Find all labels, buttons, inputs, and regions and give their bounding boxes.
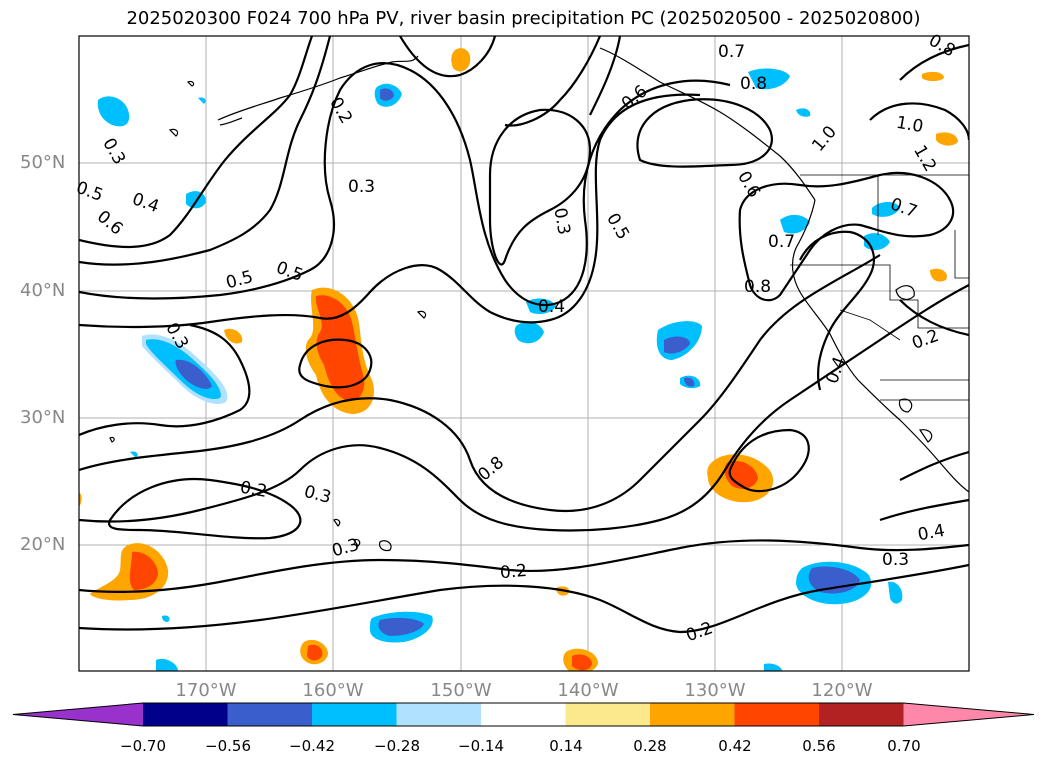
contour-label: 0.8 [740, 74, 767, 94]
pv-contours [79, 36, 969, 634]
contour-label: 0.3 [302, 482, 333, 508]
colorbar-segment [481, 703, 566, 726]
colorbar [12, 702, 1035, 727]
contour-label: 1.0 [808, 122, 841, 156]
contour-label: 0.2 [683, 618, 715, 646]
contour-label: 0.4 [538, 297, 565, 317]
cool-blob-152w-13n [370, 611, 433, 643]
contour-label: 0.7 [718, 42, 745, 62]
lon-label-140w: 140°W [557, 680, 619, 701]
colorbar-tick-label: −0.14 [458, 737, 504, 755]
contour-label: 1.2 [909, 142, 940, 175]
colorbar-tick-label: −0.42 [289, 737, 335, 755]
coastlines [109, 47, 969, 552]
contour-label: 0.4 [916, 521, 946, 545]
warm-blob-small [79, 48, 958, 671]
contour-label: 0.4 [129, 189, 161, 217]
lat-label-20n: 20°N [20, 534, 66, 555]
colorbar-segment [396, 703, 481, 726]
contour-label: 0.7 [888, 194, 920, 222]
lon-label-160w: 160°W [302, 680, 364, 701]
lon-label-150w: 150°W [430, 680, 492, 701]
contour-label: 0.8 [925, 30, 958, 61]
colorbar-tick-label: 0.42 [718, 737, 752, 755]
contour-label: 0.3 [882, 550, 909, 570]
contour-label: 0.8 [474, 453, 508, 486]
colorbar-tick-label: 0.56 [802, 737, 836, 755]
contour-label: 0.4 [822, 354, 850, 386]
contour-label: 0.3 [549, 206, 573, 236]
colorbar-segment [143, 703, 228, 726]
contour-label: 0.2 [499, 561, 528, 583]
borders [790, 174, 969, 401]
contour-label: 0.2 [238, 478, 268, 502]
colorbar-tick-label: 0.28 [633, 737, 667, 755]
lat-label-40n: 40°N [20, 280, 66, 301]
contour-label: 0.7 [768, 232, 795, 252]
contour-label: 0.3 [348, 177, 375, 197]
plot-frame [78, 35, 970, 672]
warm-blob-160w-35n [305, 287, 374, 414]
colorbar-tick-label: 0.70 [887, 737, 921, 755]
colorbar-outline [12, 702, 1035, 727]
contour-label: 0.6 [93, 207, 127, 240]
lon-label-130w: 130°W [684, 680, 746, 701]
map-title: 2025020300 F024 700 hPa PV, river basin … [126, 8, 921, 29]
contour-label: 0.5 [602, 210, 633, 243]
colorbar-segment [819, 703, 904, 726]
colorbar-tick-label: −0.70 [120, 737, 166, 755]
colorbar-tick-label: 0.14 [549, 737, 583, 755]
lon-label-170w: 170°W [175, 680, 237, 701]
colorbar-segment [565, 703, 650, 726]
colorbar-segment [903, 703, 1034, 726]
contour-label: 0.3 [330, 535, 361, 561]
colorbar-segment [13, 703, 143, 726]
lat-label-30n: 30°N [20, 407, 66, 428]
lat-label-50n: 50°N [20, 152, 66, 173]
contour-label: 0.2 [909, 326, 941, 354]
colorbar-segment [650, 703, 735, 726]
warm-blob-175w-18n [90, 543, 169, 601]
colorbar-segment [227, 703, 312, 726]
cool-blob-small [97, 68, 903, 671]
colorbar-segment [312, 703, 397, 726]
warm-blob-130w-26n [707, 454, 774, 503]
contour-label: 0.8 [744, 277, 771, 297]
contour-label: 1.0 [895, 113, 925, 137]
cool-blob-168w-33n [142, 334, 228, 405]
lon-label-120w: 120°W [811, 680, 873, 701]
colorbar-tick-label: −0.28 [374, 737, 420, 755]
contour-label: 0.5 [73, 178, 105, 206]
colorbar-tick-label: −0.56 [205, 737, 251, 755]
colorbar-segment [734, 703, 819, 726]
contour-label: 0.6 [733, 168, 764, 201]
contour-label: 0.6 [618, 81, 652, 114]
